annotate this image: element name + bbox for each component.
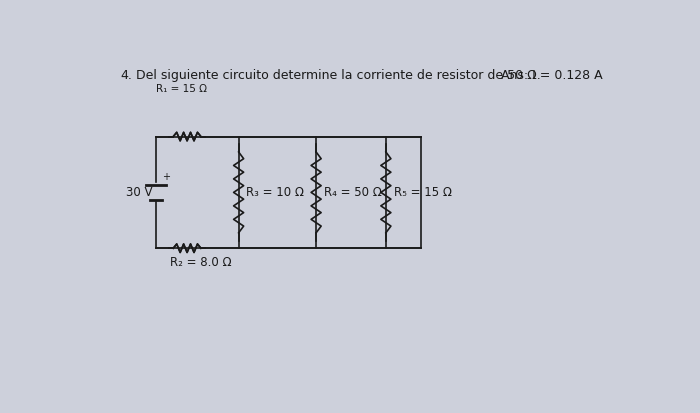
Text: +: + — [162, 172, 170, 182]
Text: R₅ = 15 Ω: R₅ = 15 Ω — [393, 186, 452, 199]
Text: 30 V: 30 V — [126, 186, 153, 199]
Text: Ans: I = 0.128 A: Ans: I = 0.128 A — [501, 69, 603, 82]
Text: R₂ = 8.0 Ω: R₂ = 8.0 Ω — [170, 256, 232, 269]
Text: R₄ = 50 Ω: R₄ = 50 Ω — [324, 186, 382, 199]
Text: R₁ = 15 Ω: R₁ = 15 Ω — [155, 84, 206, 94]
Text: R₃ = 10 Ω: R₃ = 10 Ω — [246, 186, 304, 199]
Text: Del siguiente circuito determine la corriente de resistor de 50 Ω.: Del siguiente circuito determine la corr… — [136, 69, 540, 82]
Text: 4.: 4. — [120, 69, 132, 82]
